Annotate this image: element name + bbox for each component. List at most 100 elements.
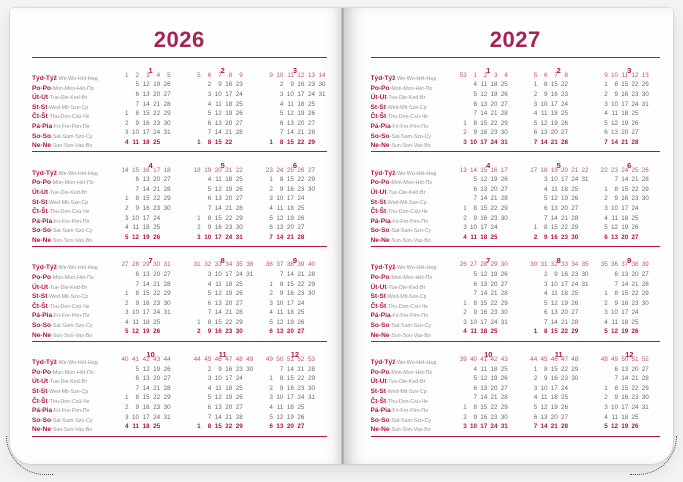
day-number: 16 [621, 394, 629, 402]
sunday-row: Ne-Ne-Sun-Son-Vas-Во 4 11 18 25 1 8 15 22 1 8 15 22 2… [32, 138, 327, 149]
day-number: 9 [279, 290, 284, 298]
month-column: 2 9 16 23 30 [263, 384, 326, 392]
day-number: 14 [550, 318, 558, 326]
weekday-row: St-St-Wed-Mit-Sze-Ср 1 8 15 22 29 5 12 19 26 2 9 16 2… [32, 289, 327, 301]
month-column: 6 13 20 27 [528, 309, 590, 316]
day-number: 1 [269, 138, 273, 146]
band-divider [370, 340, 660, 342]
day-number [569, 121, 579, 127]
day-number [244, 216, 255, 222]
day-number [316, 121, 327, 127]
day-number: 27 [641, 365, 649, 373]
day-number: 11 [480, 81, 488, 89]
day-number: 3 [269, 394, 273, 402]
day-number: 3 [125, 413, 129, 421]
day-number: 16 [142, 404, 150, 412]
day-number: 19 [621, 119, 629, 127]
day-number: 4 [604, 214, 608, 222]
row-label-translations: -Wed-Mit-Sze-Ср [47, 104, 89, 111]
day-number [509, 395, 519, 401]
day-number [650, 206, 660, 212]
day-number: 17 [550, 384, 558, 392]
weekday-row: So-So-Sat-Sam-Szo-Су 3 10 17 24 31 7 14 21 28 5 12 1… [32, 413, 327, 424]
day-number: 20 [153, 176, 161, 184]
day-number [119, 282, 130, 288]
day-number [528, 282, 538, 288]
day-number: 29 [235, 423, 243, 431]
month-column: 4 11 18 25 [528, 110, 590, 117]
day-number: 17 [214, 233, 222, 241]
day-number [640, 225, 650, 231]
day-number: 2 [197, 328, 201, 336]
month-column: 5 12 19 26 [458, 176, 520, 183]
row-label-translations: -Wed-Mit-Sze-Ср [47, 389, 89, 396]
month-column: 35 36 37 38 39 [599, 262, 661, 269]
day-number: 14 [480, 110, 488, 118]
day-number [191, 291, 202, 297]
week-number: 51 [286, 356, 294, 364]
row-label-translations: -Mon-Mon-Hét-По [389, 369, 433, 376]
row-label-native: Út-Ut [32, 188, 49, 196]
day-number [191, 386, 202, 392]
day-number [172, 216, 183, 222]
day-number: 1 [125, 394, 129, 402]
day-number: 9 [279, 384, 284, 392]
row-label-native: Pá-Pia [370, 122, 391, 130]
day-number: 5 [269, 413, 273, 421]
day-number: 7 [473, 195, 477, 203]
week-number: 18 [163, 166, 171, 174]
row-label-native: Po-Po [370, 274, 390, 282]
band-divider [32, 246, 327, 248]
day-row-label: St-St-Wed-Mit-Sze-Ср [371, 97, 449, 113]
month-number: 3 [627, 66, 632, 76]
day-number [509, 92, 519, 98]
day-number: 21 [225, 204, 233, 212]
day-number [172, 329, 183, 335]
quarter-band: 4 5 6 Týd-Týž-We-Wo-Hét-Нед 13 14 15 16 17 17 18 19… [370, 155, 661, 248]
day-number: 23 [235, 365, 243, 373]
month-column: 9 10 11 12 13 14 [263, 72, 326, 79]
day-number: 23 [225, 224, 233, 232]
month-column: 1 8 15 22 29 [458, 300, 520, 307]
day-number: 14 [286, 365, 294, 373]
month-column: 2 9 16 23 30 [528, 271, 590, 278]
day-number: 28 [235, 413, 243, 421]
month-column: 2 9 16 23 30 [191, 224, 254, 232]
row-label-translations: -Wed-Mit-Sze-Ср [47, 294, 89, 301]
day-number [579, 196, 589, 202]
weekday-row: Po-Po-Mon-Mon-Hét-По 5 12 19 26 3 10 17 24 31 7 14 2… [371, 176, 661, 186]
day-number: 8 [279, 138, 284, 146]
day-number [569, 386, 579, 392]
month-column: 2 9 16 23 30 [119, 404, 182, 412]
row-label-translations: -Thu-Don-Csü-Че [47, 114, 90, 121]
row-label-native: Út-Ut [370, 283, 387, 291]
day-number: 30 [571, 375, 579, 383]
month-column: 2 9 16 23 30 [263, 82, 326, 89]
row-label-translations: -Sat-Sam-Szo-Су [51, 323, 93, 330]
week-numbers-row: Týd-Týž-We-Wo-Hét-Нед 39 40 41 42 43 44 45 46 47 4… [371, 355, 661, 366]
row-label-native: So-So [32, 322, 52, 330]
month-column: 2 9 16 23 30 [599, 196, 661, 203]
day-number: 6 [614, 270, 618, 278]
week-number [509, 357, 519, 363]
day-row-label: Pá-Pia-Fri-Fre-Pén-Пя [32, 116, 110, 132]
weekday-row: St-St-Wed-Mit-Sze-Ср 7 14 21 28 5 12 19 26 2 9 16 23… [371, 195, 661, 206]
day-number: 21 [631, 375, 639, 383]
day-number: 24 [235, 91, 243, 99]
day-number [244, 206, 255, 212]
day-number: 28 [641, 176, 649, 184]
day-number: 21 [631, 176, 639, 184]
weekday-row: Út-Ut-Tue-Die-Ked-Вт 7 14 21 28 5 12 19 26 2 9 16 23… [32, 182, 327, 198]
week-number: 4 [504, 71, 508, 79]
week-number: 32 [550, 261, 558, 269]
calendar-grid-2026: 1 2 3 Týd-Týž-We-Wo-Hét-Нед 1 2 3 4 5 5 6 7 8 9 9 10 11 1… [32, 60, 327, 437]
day-number: 16 [214, 224, 222, 232]
month-column: 7 14 21 28 [263, 271, 326, 278]
day-number: 15 [621, 290, 629, 298]
day-row-label: Út-Ut-Tue-Die-Ked-Вт [32, 182, 110, 198]
month-number: 6 [627, 160, 632, 170]
day-number: 11 [132, 138, 140, 146]
day-number: 27 [500, 185, 508, 193]
day-number: 25 [571, 290, 579, 298]
day-number [458, 367, 468, 373]
